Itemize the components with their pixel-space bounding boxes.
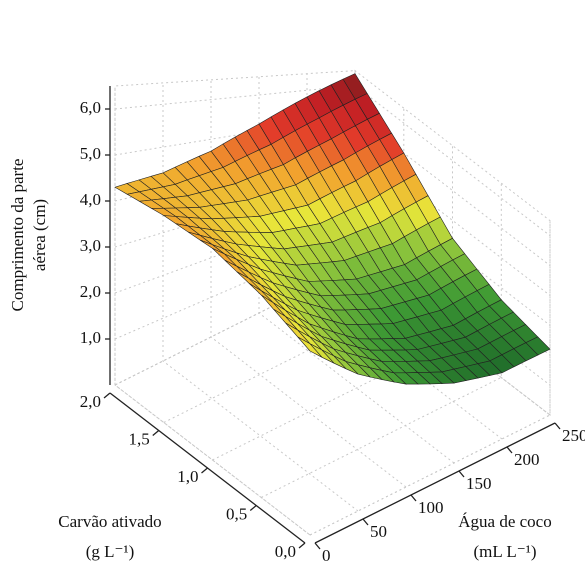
- y-tick: [298, 542, 306, 549]
- grid-line: [354, 85, 551, 236]
- z-tick-label: 5,0: [80, 144, 101, 163]
- x-axis-title: (mL L⁻¹): [473, 542, 536, 561]
- x-tick-label: 250: [562, 426, 585, 445]
- y-tick: [152, 430, 160, 436]
- x-tick: [410, 494, 417, 502]
- x-tick: [506, 446, 513, 454]
- x-tick-label: 50: [370, 522, 387, 541]
- axis-line: [314, 422, 556, 544]
- z-tick-label: 3,0: [80, 236, 101, 255]
- y-tick-label: 0,0: [275, 542, 296, 561]
- z-tick-label: 6,0: [80, 98, 101, 117]
- y-tick: [249, 505, 257, 511]
- y-axis-title: (g L⁻¹): [86, 542, 135, 561]
- grid-line: [210, 79, 407, 488]
- x-tick-label: 0: [322, 546, 331, 564]
- y-tick: [103, 392, 111, 399]
- y-tick: [201, 467, 208, 474]
- grid-line: [114, 115, 356, 156]
- x-tick-label: 200: [514, 450, 540, 469]
- x-tick: [458, 470, 465, 478]
- z-axis-title: Comprimento da parte aérea (cm): [8, 159, 49, 312]
- surface-cell: [297, 336, 323, 358]
- z-axis-title-line: Comprimento da parte: [8, 159, 27, 312]
- y-axis-title: Carvão ativado: [58, 512, 161, 531]
- x-tick: [554, 422, 561, 430]
- surface: [114, 73, 551, 385]
- x-tick: [314, 542, 321, 550]
- z-tick-label: 2,0: [80, 282, 101, 301]
- y-tick-label: 1,0: [177, 467, 198, 486]
- x-tick-label: 150: [466, 474, 492, 493]
- y-tick-label: 2,0: [80, 392, 101, 411]
- y-tick-label: 1,5: [129, 429, 150, 448]
- z-tick-label: 1,0: [80, 328, 101, 347]
- x-axis-title: Água de coco: [458, 512, 551, 531]
- grid-line: [114, 234, 356, 340]
- labels: 1,0 2,0 3,0 4,0 5,0 6,0 0,0 0,5 1,0 1,5 2,0 0 50 100 1…: [8, 98, 585, 564]
- grid-line: [114, 85, 356, 110]
- x-tick-label: 100: [418, 498, 444, 517]
- z-tick-label: 4,0: [80, 190, 101, 209]
- x-tick: [362, 518, 369, 526]
- y-tick-label: 0,5: [226, 504, 247, 523]
- z-axis-title-line: aérea (cm): [30, 199, 49, 271]
